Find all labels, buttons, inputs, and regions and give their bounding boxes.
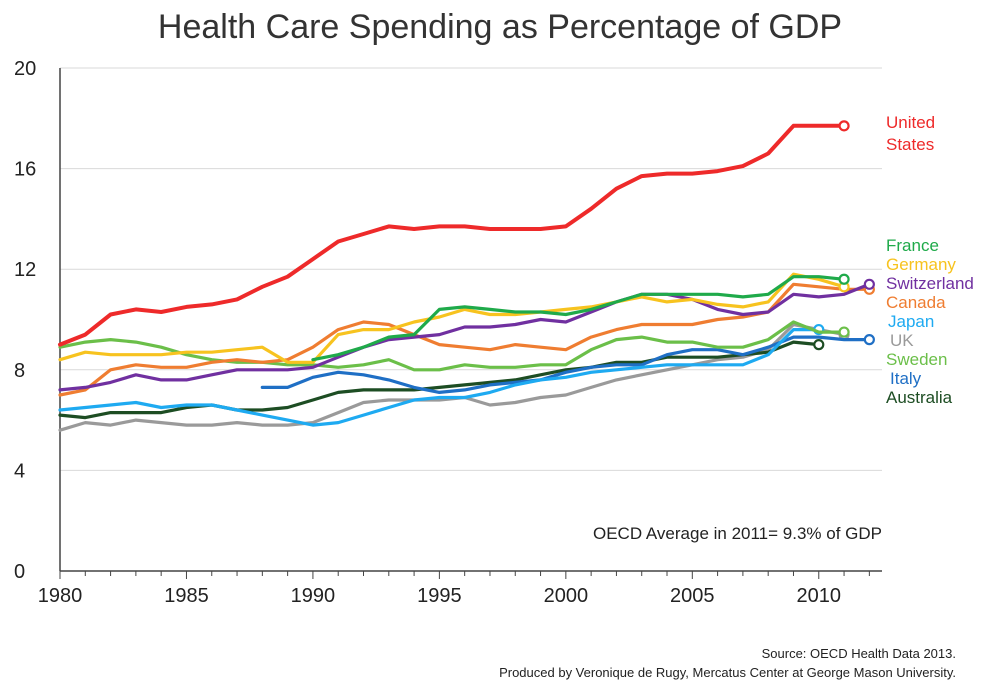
legend-label-france: France <box>886 236 939 255</box>
y-tick-label: 16 <box>14 159 36 181</box>
series-endpoint-switzerland <box>863 278 875 290</box>
series-endpoint-sweden <box>838 326 850 338</box>
series-endpoint-australia <box>813 339 825 351</box>
series-line-sweden <box>58 320 846 372</box>
x-tick-label: 1980 <box>38 585 83 607</box>
x-tick-label: 1985 <box>164 585 209 607</box>
series-line-germany <box>58 272 846 364</box>
y-tick-label: 0 <box>14 561 25 583</box>
source-note: Source: OECD Health Data 2013. <box>761 646 956 661</box>
legend-label-uk: UK <box>890 331 914 350</box>
x-tick-label: 2010 <box>797 585 842 607</box>
series-line-switzerland <box>58 282 871 392</box>
series-line-france <box>311 275 846 362</box>
legend-label-united-states: States <box>886 135 934 154</box>
series-line-australia <box>58 340 821 420</box>
legend: United States FranceGermanySwitzerlandCana… <box>886 113 974 407</box>
series-line-united-states <box>58 123 847 347</box>
x-tick-label: 1995 <box>417 585 462 607</box>
series-line-japan <box>58 328 821 427</box>
series-endpoint-france <box>838 273 850 285</box>
x-tick-label: 1990 <box>291 585 336 607</box>
legend-label-switzerland: Switzerland <box>886 274 974 293</box>
oecd-average-annotation: OECD Average in 2011= 9.3% of GDP <box>593 524 882 543</box>
legend-label-australia: Australia <box>886 388 953 407</box>
y-tick-label: 8 <box>14 360 25 382</box>
series-lines <box>58 120 875 432</box>
y-tick-label: 4 <box>14 460 25 482</box>
series-line-uk <box>58 322 846 432</box>
legend-label-canada: Canada <box>886 293 946 312</box>
producer-note: Produced by Veronique de Rugy, Mercatus … <box>499 665 956 680</box>
series-line-italy <box>260 335 871 394</box>
x-tick-label: 2000 <box>544 585 589 607</box>
y-tick-label: 12 <box>14 259 36 281</box>
series-endpoint-italy <box>863 334 875 346</box>
chart-title: Health Care Spending as Percentage of GD… <box>157 8 843 46</box>
axes: 0 4 8 12 16 20 1980 1985 1990 1995 2000 2005 2010 <box>14 58 882 607</box>
series-line-canada <box>58 282 871 397</box>
legend-label-japan: Japan <box>888 312 934 331</box>
y-tick-label: 20 <box>14 58 36 80</box>
legend-label-sweden: Sweden <box>886 350 947 369</box>
legend-label-germany: Germany <box>886 255 956 274</box>
series-endpoint-united-states <box>838 120 850 132</box>
grid-lines <box>60 67 882 572</box>
x-tick-label: 2005 <box>670 585 715 607</box>
legend-label-italy: Italy <box>890 369 922 388</box>
legend-label-united-states: United <box>886 113 935 132</box>
